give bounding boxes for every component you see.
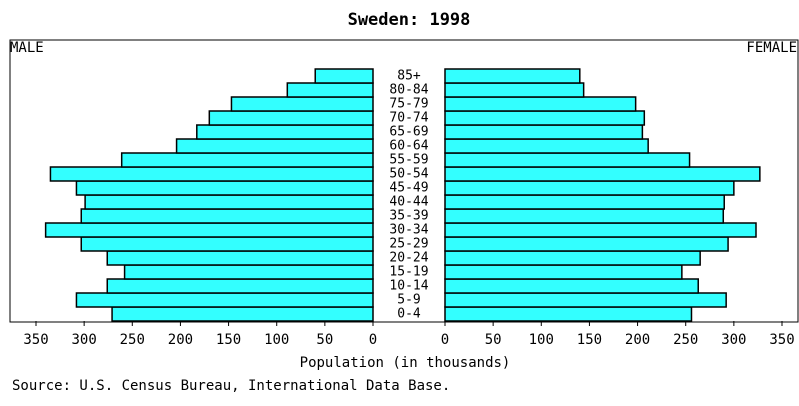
x-tick-label: 150	[216, 332, 241, 348]
age-label: 5-9	[397, 293, 420, 308]
female-bar	[444, 264, 683, 280]
male-bar	[44, 222, 374, 238]
male-bar	[84, 194, 374, 210]
legend-female: FEMALE	[746, 40, 797, 56]
age-label: 50-54	[389, 167, 428, 182]
age-label: 70-74	[389, 111, 428, 126]
female-bar	[444, 138, 649, 154]
x-tick-label: 200	[168, 332, 193, 348]
female-bar	[444, 82, 585, 98]
age-label: 25-29	[389, 237, 428, 252]
age-label: 0-4	[397, 307, 421, 322]
female-bar	[444, 292, 727, 308]
female-bar	[444, 110, 646, 126]
x-axis-label: Population (in thousands)	[300, 355, 511, 371]
male-bar	[75, 180, 374, 196]
female-bar	[444, 306, 693, 322]
female-bar	[444, 124, 644, 140]
x-tick-label: 50	[485, 332, 502, 348]
plot-frame	[9, 39, 799, 323]
male-bar	[75, 292, 374, 308]
female-bar	[444, 250, 701, 266]
x-tick-label: 150	[577, 332, 602, 348]
age-label: 75-79	[389, 97, 428, 112]
female-bar	[444, 96, 637, 112]
male-bar	[196, 124, 374, 140]
age-label: 35-39	[389, 209, 428, 224]
male-bar	[123, 264, 374, 280]
male-bar	[111, 306, 374, 322]
age-label: 20-24	[389, 251, 428, 266]
female-bar	[444, 208, 725, 224]
female-bar	[444, 152, 691, 168]
x-tick-label: 350	[23, 332, 48, 348]
female-bar	[444, 68, 581, 84]
male-bar	[80, 236, 374, 252]
male-bar	[106, 250, 374, 266]
male-bar	[314, 68, 374, 84]
age-label: 60-64	[389, 139, 428, 154]
male-bar	[120, 152, 374, 168]
male-bar	[49, 166, 374, 182]
x-tick-label: 300	[721, 332, 746, 348]
age-label: 80-84	[389, 83, 428, 98]
age-label: 85+	[397, 69, 421, 84]
female-bar	[444, 222, 757, 238]
male-bar	[175, 138, 374, 154]
female-bar	[444, 236, 729, 252]
age-label: 10-14	[389, 279, 428, 294]
female-bar	[444, 194, 725, 210]
male-bar	[286, 82, 374, 98]
female-bar	[444, 166, 761, 182]
age-label: 15-19	[389, 265, 428, 280]
source-note: Source: U.S. Census Bureau, Internationa…	[12, 378, 450, 394]
x-tick-label: 300	[71, 332, 96, 348]
x-tick-label: 50	[316, 332, 333, 348]
male-bar	[80, 208, 374, 224]
legend-male: MALE	[10, 40, 44, 56]
age-label: 45-49	[389, 181, 428, 196]
male-bar	[106, 278, 374, 294]
male-bar	[208, 110, 374, 126]
chart-title: Sweden: 1998	[348, 10, 471, 30]
x-tick-label: 100	[529, 332, 554, 348]
x-tick-label: 0	[441, 332, 449, 348]
x-tick-label: 100	[264, 332, 289, 348]
age-label: 30-34	[389, 223, 428, 238]
female-bar	[444, 180, 735, 196]
female-bar	[444, 278, 699, 294]
x-tick-label: 250	[120, 332, 145, 348]
x-tick-label: 0	[369, 332, 377, 348]
age-label: 40-44	[389, 195, 428, 210]
male-bar	[230, 96, 374, 112]
x-tick-label: 200	[625, 332, 650, 348]
x-tick-label: 350	[769, 332, 794, 348]
age-label: 65-69	[389, 125, 428, 140]
x-tick-label: 250	[673, 332, 698, 348]
age-label: 55-59	[389, 153, 428, 168]
